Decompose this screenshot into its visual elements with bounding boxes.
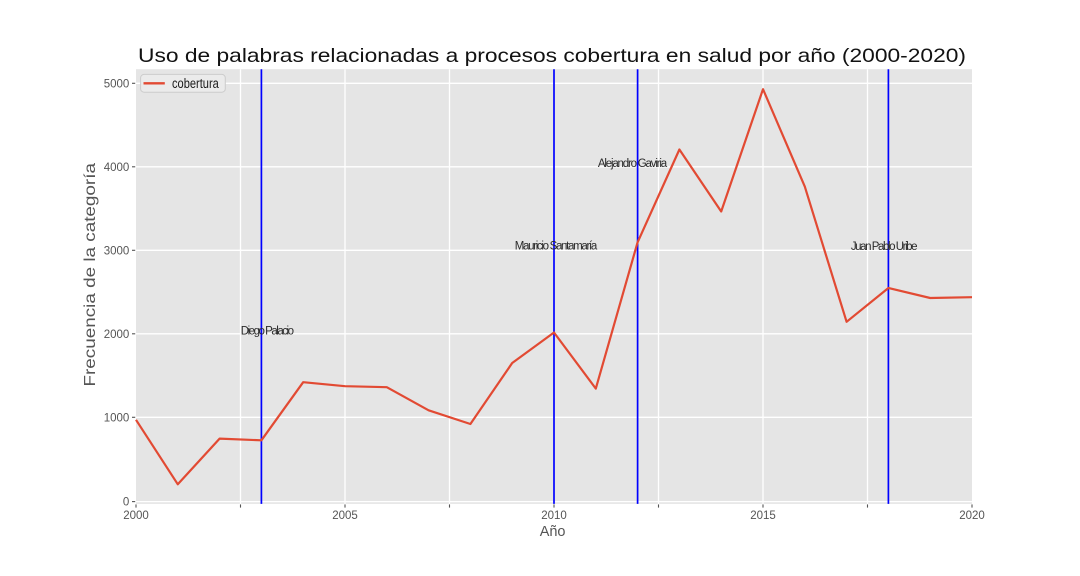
svg-text:2005: 2005 [332, 510, 358, 522]
svg-text:2000: 2000 [123, 510, 149, 522]
svg-text:3000: 3000 [104, 245, 130, 257]
svg-text:5000: 5000 [104, 78, 130, 90]
svg-text:Año: Año [540, 524, 566, 540]
svg-text:Diego Palacio: Diego Palacio [241, 325, 294, 337]
svg-text:Juan Pablo Uribe: Juan Pablo Uribe [851, 241, 918, 253]
svg-text:1000: 1000 [104, 412, 130, 424]
svg-text:Frecuencia de la categoría: Frecuencia de la categoría [82, 163, 99, 387]
svg-text:2000: 2000 [104, 329, 130, 341]
svg-text:Mauricio Santamaría: Mauricio Santamaría [515, 241, 598, 253]
svg-text:2015: 2015 [750, 510, 776, 522]
svg-text:Uso de palabras relacionadas a: Uso de palabras relacionadas a procesos … [138, 45, 966, 67]
svg-text:2010: 2010 [541, 510, 567, 522]
svg-text:4000: 4000 [104, 162, 130, 174]
svg-text:0: 0 [123, 497, 129, 509]
svg-text:2020: 2020 [959, 510, 985, 522]
svg-text:Alejandro Gaviria: Alejandro Gaviria [598, 158, 668, 170]
svg-text:cobertura: cobertura [172, 76, 219, 91]
